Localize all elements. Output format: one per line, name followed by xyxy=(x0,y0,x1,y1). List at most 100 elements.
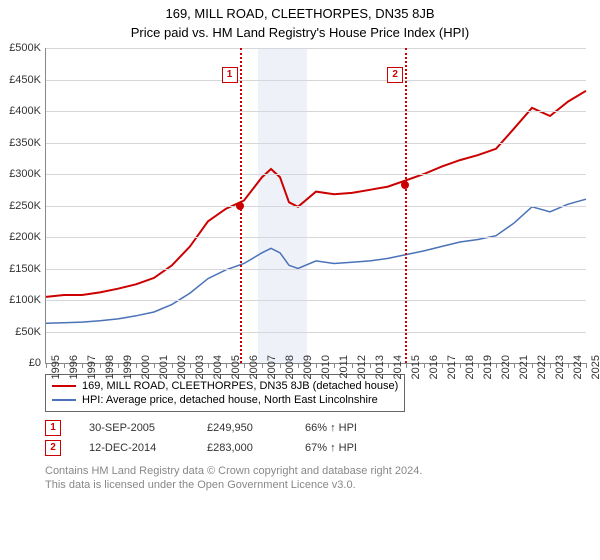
x-tick xyxy=(460,363,461,368)
x-axis-label: 2004 xyxy=(212,355,224,385)
event-row-badge: 1 xyxy=(45,420,61,436)
event-row: 1 30-SEP-2005 £249,950 66% ↑ HPI xyxy=(45,418,585,438)
y-axis-label: £150K xyxy=(1,263,41,275)
x-tick xyxy=(298,363,299,368)
x-axis-label: 1995 xyxy=(50,355,62,385)
x-tick xyxy=(442,363,443,368)
y-axis-label: £50K xyxy=(1,326,41,338)
legend-row: HPI: Average price, detached house, Nort… xyxy=(52,393,398,407)
x-tick xyxy=(478,363,479,368)
x-tick xyxy=(586,363,587,368)
titles: 169, MILL ROAD, CLEETHORPES, DN35 8JB Pr… xyxy=(0,0,600,40)
y-axis-label: £400K xyxy=(1,105,41,117)
x-tick xyxy=(388,363,389,368)
y-axis-label: £350K xyxy=(1,137,41,149)
x-tick xyxy=(550,363,551,368)
gridline-h xyxy=(46,143,586,144)
gridline-h xyxy=(46,300,586,301)
x-axis-label: 2009 xyxy=(302,355,314,385)
x-axis-label: 2020 xyxy=(500,355,512,385)
x-tick xyxy=(316,363,317,368)
x-axis-label: 2016 xyxy=(428,355,440,385)
x-tick xyxy=(334,363,335,368)
x-tick xyxy=(190,363,191,368)
x-axis-label: 2011 xyxy=(338,355,350,385)
gridline-h xyxy=(46,269,586,270)
attribution-line-1: Contains HM Land Registry data © Crown c… xyxy=(45,464,585,478)
x-axis-label: 2010 xyxy=(320,355,332,385)
series-line-hpi xyxy=(46,199,586,323)
x-axis-label: 2003 xyxy=(194,355,206,385)
x-tick xyxy=(208,363,209,368)
x-tick xyxy=(100,363,101,368)
x-tick xyxy=(154,363,155,368)
series-line-property xyxy=(46,91,586,297)
x-tick xyxy=(532,363,533,368)
x-axis-label: 1999 xyxy=(122,355,134,385)
x-axis-label: 2018 xyxy=(464,355,476,385)
x-axis-label: 2019 xyxy=(482,355,494,385)
y-axis-label: £500K xyxy=(1,42,41,54)
plot-area: £0£50K£100K£150K£200K£250K£300K£350K£400… xyxy=(45,48,586,364)
y-axis-label: £250K xyxy=(1,200,41,212)
x-axis-label: 2012 xyxy=(356,355,368,385)
x-axis-label: 2002 xyxy=(176,355,188,385)
x-tick xyxy=(64,363,65,368)
x-tick xyxy=(352,363,353,368)
x-axis-label: 2014 xyxy=(392,355,404,385)
gridline-h xyxy=(46,80,586,81)
x-tick xyxy=(280,363,281,368)
chart-subtitle: Price paid vs. HM Land Registry's House … xyxy=(0,25,600,40)
x-axis-label: 2008 xyxy=(284,355,296,385)
x-axis-label: 2001 xyxy=(158,355,170,385)
x-tick xyxy=(226,363,227,368)
x-tick xyxy=(514,363,515,368)
transaction-marker xyxy=(401,181,409,189)
x-tick xyxy=(424,363,425,368)
legend-swatch xyxy=(52,399,76,401)
gridline-h xyxy=(46,237,586,238)
x-axis-label: 2022 xyxy=(536,355,548,385)
y-axis-label: £0 xyxy=(1,357,41,369)
gridline-h xyxy=(46,206,586,207)
x-tick xyxy=(568,363,569,368)
x-axis-label: 2013 xyxy=(374,355,386,385)
event-delta: 66% ↑ HPI xyxy=(305,422,357,434)
event-row: 212-DEC-2014£283,00067% ↑ HPI xyxy=(45,438,585,458)
attribution-line-2: This data is licensed under the Open Gov… xyxy=(45,478,585,492)
x-tick xyxy=(406,363,407,368)
event-vline xyxy=(405,48,407,363)
attribution: Contains HM Land Registry data © Crown c… xyxy=(45,464,585,493)
x-tick xyxy=(496,363,497,368)
legend-label: HPI: Average price, detached house, Nort… xyxy=(82,394,378,406)
y-axis-label: £300K xyxy=(1,168,41,180)
y-axis-label: £200K xyxy=(1,231,41,243)
event-price: £249,950 xyxy=(207,422,277,434)
x-axis-label: 1998 xyxy=(104,355,116,385)
x-tick xyxy=(172,363,173,368)
x-axis-label: 2017 xyxy=(446,355,458,385)
legend-box: 169, MILL ROAD, CLEETHORPES, DN35 8JB (d… xyxy=(45,374,405,412)
gridline-h xyxy=(46,332,586,333)
x-axis-label: 2024 xyxy=(572,355,584,385)
x-axis-label: 2025 xyxy=(590,355,600,385)
gridline-h xyxy=(46,111,586,112)
x-axis-label: 2000 xyxy=(140,355,152,385)
event-date: 30-SEP-2005 xyxy=(89,422,179,434)
event-date: 12-DEC-2014 xyxy=(89,442,179,454)
x-axis-label: 1996 xyxy=(68,355,80,385)
x-tick xyxy=(118,363,119,368)
x-tick xyxy=(46,363,47,368)
event-row-badge: 2 xyxy=(45,440,61,456)
x-axis-label: 1997 xyxy=(86,355,98,385)
gridline-h xyxy=(46,48,586,49)
x-tick xyxy=(244,363,245,368)
transaction-marker xyxy=(236,202,244,210)
chart-title: 169, MILL ROAD, CLEETHORPES, DN35 8JB xyxy=(0,6,600,21)
gridline-h xyxy=(46,174,586,175)
x-axis-label: 2021 xyxy=(518,355,530,385)
x-axis-label: 2007 xyxy=(266,355,278,385)
x-tick xyxy=(82,363,83,368)
event-badge: 1 xyxy=(222,67,238,83)
x-axis-label: 2015 xyxy=(410,355,422,385)
